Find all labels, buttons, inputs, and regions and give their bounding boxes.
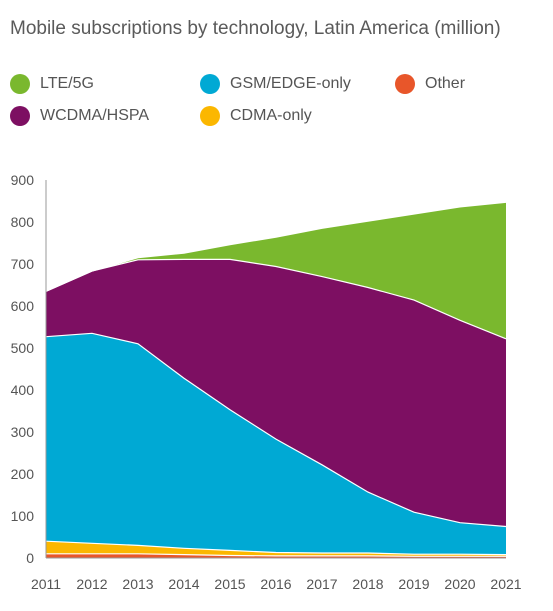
y-tick-label-0: 0 bbox=[26, 550, 34, 566]
legend-swatch-wcdma-hspa bbox=[10, 106, 30, 126]
legend-item-cdma-only: CDMA-only bbox=[200, 106, 312, 126]
chart-legend: LTE/5G GSM/EDGE-only Other WCDMA/HSPA CD… bbox=[10, 74, 550, 134]
x-tick-label-2019: 2019 bbox=[398, 576, 429, 592]
y-tick-label-100: 100 bbox=[11, 508, 35, 524]
y-tick-label-600: 600 bbox=[11, 298, 35, 314]
area-gsm-edge-only bbox=[46, 333, 506, 555]
x-tick-label-2021: 2021 bbox=[490, 576, 521, 592]
y-tick-label-200: 200 bbox=[11, 466, 35, 482]
area-cdma-only bbox=[46, 541, 506, 557]
boundary-lte-5g bbox=[45, 201, 507, 292]
area-lte-5g bbox=[46, 202, 506, 339]
y-tick-label-500: 500 bbox=[11, 340, 35, 356]
legend-swatch-other bbox=[395, 74, 415, 94]
x-tick-label-2017: 2017 bbox=[306, 576, 337, 592]
y-tick-label-300: 300 bbox=[11, 424, 35, 440]
y-axis-ticks: 0 100 200 300 400 500 600 700 800 900 bbox=[11, 172, 35, 566]
x-tick-label-2013: 2013 bbox=[122, 576, 153, 592]
legend-item-lte-5g: LTE/5G bbox=[10, 74, 94, 94]
x-tick-label-2018: 2018 bbox=[352, 576, 383, 592]
x-axis-ticks: 2011 2012 2013 2014 2015 2016 2017 2018 2019 2020… bbox=[31, 576, 522, 592]
boundary-cdma-only bbox=[45, 540, 507, 556]
legend-swatch-cdma-only bbox=[200, 106, 220, 126]
legend-swatch-gsm-edge-only bbox=[200, 74, 220, 94]
y-tick-label-700: 700 bbox=[11, 256, 35, 272]
boundary-gsm-edge-only bbox=[45, 332, 507, 528]
y-tick-label-400: 400 bbox=[11, 382, 35, 398]
legend-label-gsm-edge-only: GSM/EDGE-only bbox=[230, 75, 351, 92]
x-tick-label-2011: 2011 bbox=[31, 576, 61, 592]
legend-label-lte-5g: LTE/5G bbox=[40, 75, 94, 92]
y-tick-label-800: 800 bbox=[11, 214, 35, 230]
y-tick-label-900: 900 bbox=[11, 172, 35, 188]
chart-title: Mobile subscriptions by technology, Lati… bbox=[10, 18, 501, 39]
legend-label-other: Other bbox=[425, 75, 466, 92]
legend-swatch-lte-5g bbox=[10, 74, 30, 94]
boundary-other bbox=[46, 553, 506, 557]
x-tick-label-2020: 2020 bbox=[444, 576, 475, 592]
x-tick-label-2015: 2015 bbox=[214, 576, 245, 592]
legend-item-other: Other bbox=[395, 74, 465, 94]
boundary-wcdma-hspa bbox=[45, 258, 507, 340]
legend-label-cdma-only: CDMA-only bbox=[230, 107, 312, 124]
legend-label-wcdma-hspa: WCDMA/HSPA bbox=[40, 107, 150, 124]
x-tick-label-2014: 2014 bbox=[168, 576, 199, 592]
x-tick-label-2016: 2016 bbox=[260, 576, 291, 592]
legend-item-gsm-edge-only: GSM/EDGE-only bbox=[200, 74, 351, 94]
area-wcdma-hspa bbox=[46, 259, 506, 527]
legend-item-wcdma-hspa: WCDMA/HSPA bbox=[10, 106, 149, 126]
area-boundaries bbox=[45, 201, 507, 557]
area-layers bbox=[46, 202, 506, 558]
x-tick-label-2012: 2012 bbox=[76, 576, 107, 592]
